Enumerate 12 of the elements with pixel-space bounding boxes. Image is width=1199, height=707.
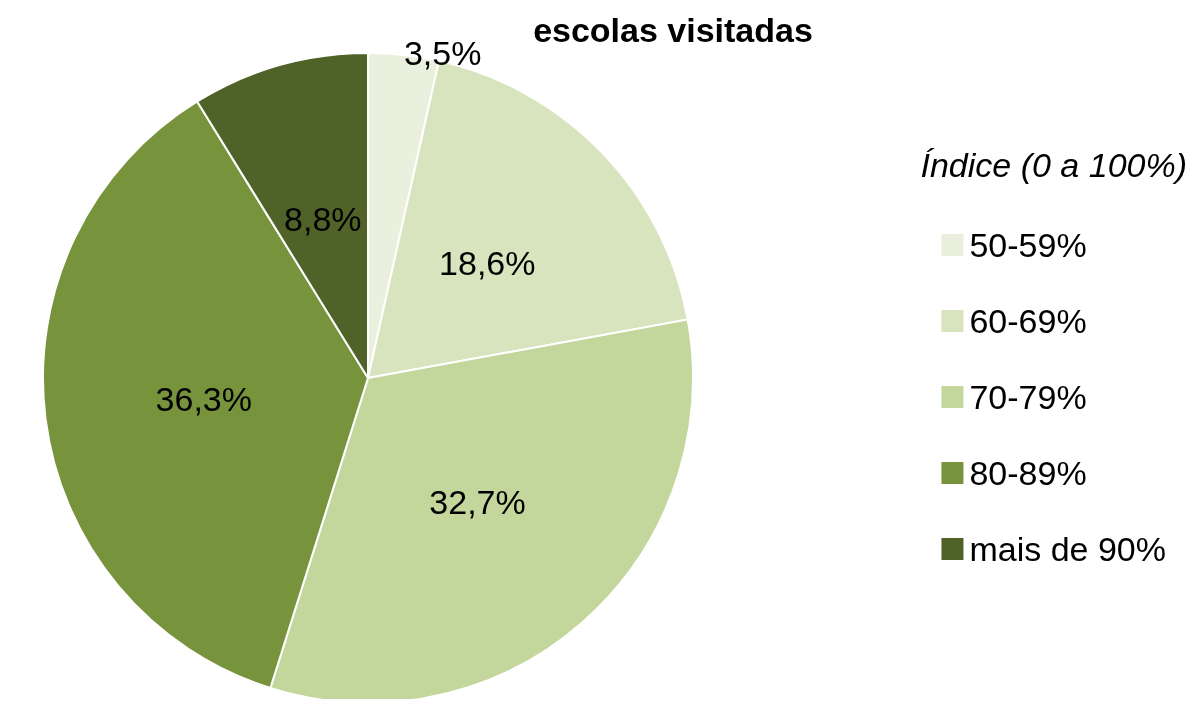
chart-title: escolas visitadas (533, 11, 813, 49)
legend-label: 50-59% (969, 226, 1087, 264)
data-label: 8,8% (284, 199, 362, 238)
data-label: 32,7% (429, 483, 526, 522)
data-label: 36,3% (155, 379, 252, 418)
legend-title: Índice (0 a 100%) (920, 146, 1188, 184)
data-label: 3,5% (403, 33, 482, 72)
data-label: 18,6% (439, 244, 536, 283)
legend-label: 60-69% (969, 302, 1087, 340)
legend-label: mais de 90% (969, 530, 1166, 568)
legend-label: 70-79% (969, 378, 1087, 416)
legend-label: 80-89% (969, 454, 1087, 492)
